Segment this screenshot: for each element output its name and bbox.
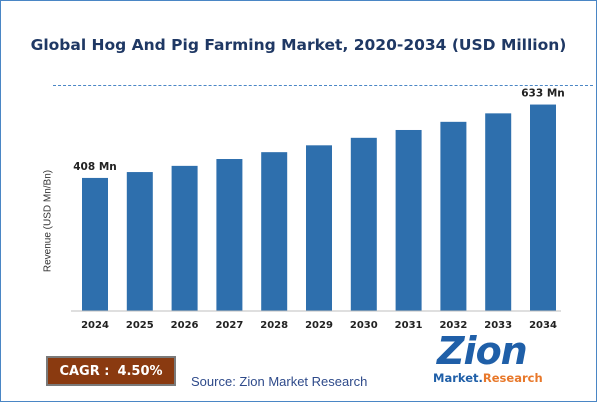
y-axis-label: Revenue (USD Mn/Bn) [42,169,54,273]
bar-2033 [485,113,512,311]
x-tick-2025: 2025 [126,320,154,331]
x-tick-2030: 2030 [350,320,378,331]
cagr-label: CAGR : [59,363,110,379]
bar-2029 [306,145,332,311]
source-text: Source: Zion Market Research [191,374,368,389]
chart-title: Global Hog And Pig Farming Market, 2020-… [30,36,567,54]
x-tick-2031: 2031 [395,320,423,331]
title-divider [53,85,593,86]
x-tick-2026: 2026 [171,320,199,331]
bar-2028 [261,152,288,311]
logo-main-text: Zion [437,329,528,373]
data-label-2034: 633 Mn [521,88,565,100]
x-tick-2028: 2028 [260,320,288,331]
cagr-badge: CAGR : 4.50% [46,356,176,386]
data-label-2024: 408 Mn [73,161,117,173]
bar-2027 [216,159,243,311]
zion-logo: Zion Market.Research [431,329,553,389]
bar-2030 [350,137,377,311]
bar-2026 [171,165,198,311]
x-tick-labels: 2024 2025 2026 2027 2028 2029 2030 2031 2032 2033… [81,320,557,331]
bar-2024 [82,177,108,311]
bar-2031 [395,129,422,311]
x-tick-2032: 2032 [439,320,467,331]
x-tick-2029: 2029 [305,320,333,331]
bar-2032 [440,121,467,311]
data-labels: 408 Mn 633 Mn [73,88,565,173]
bar-2034 [530,104,556,311]
logo-sub-second: Research [482,371,543,385]
bar-2025 [126,172,153,311]
x-tick-2033: 2033 [484,320,512,331]
logo-sub-first: Market. [433,371,483,385]
bars-group [82,104,556,311]
x-tick-2024: 2024 [81,320,109,331]
x-tick-2027: 2027 [215,320,243,331]
x-tick-2034: 2034 [529,320,557,331]
logo-sub-text: Market.Research [433,371,543,385]
cagr-value: 4.50% [117,363,163,379]
